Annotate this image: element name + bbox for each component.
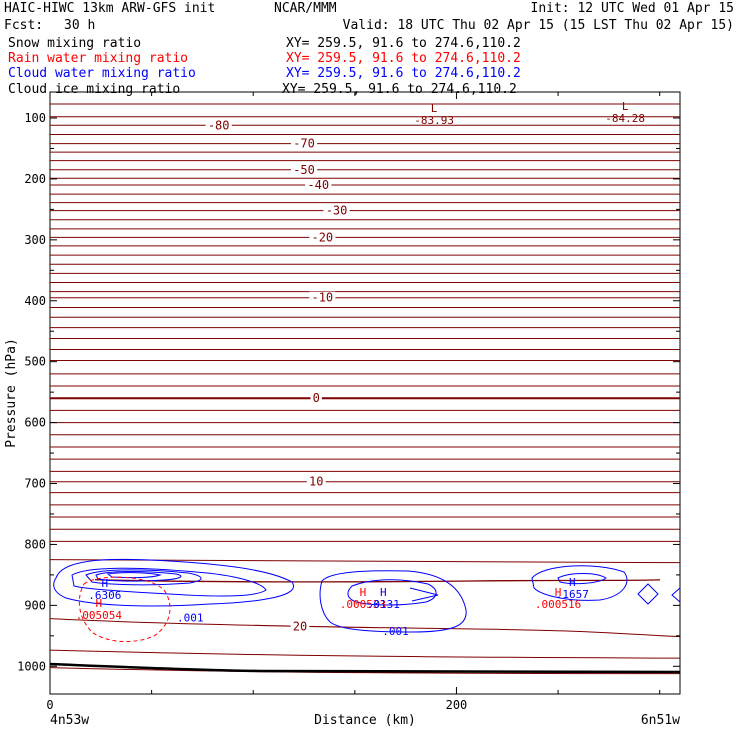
- plot-frame: [49, 91, 681, 695]
- temperature-label: 0: [313, 391, 320, 405]
- legend-rain-label: Rain water mixing ratio: [8, 51, 188, 66]
- extremum-mark: H: [380, 586, 387, 599]
- temperature-label-bg: [309, 231, 336, 244]
- temperature-label: -80: [208, 118, 230, 132]
- extremum-mark: H: [360, 586, 367, 599]
- cloud-water-contour: [409, 587, 439, 602]
- legend-rain-xy: XY= 259.5, 91.6 to 274.6,110.2: [286, 51, 521, 66]
- x-end-label: 6n51w: [641, 713, 680, 728]
- fcst-value: 30 h: [64, 18, 95, 33]
- cloud-water-contour: [106, 572, 162, 579]
- extremum-value: .1657: [556, 588, 589, 601]
- extremum-value: -83.93: [414, 114, 454, 127]
- cloud-water-contour: [53, 558, 295, 607]
- temperature-label-bg: [306, 475, 326, 488]
- contour-label: .001: [382, 625, 409, 638]
- temperature-label-bg: [305, 179, 332, 192]
- temperature-label: -50: [293, 163, 315, 177]
- y-tick-label: 400: [24, 294, 46, 308]
- cloud-water-contour: [71, 567, 267, 597]
- cloud-water-contour: [85, 569, 202, 586]
- legend: Snow mixing ratio XY= 259.5, 91.6 to 274…: [8, 36, 521, 97]
- temperature-label-bg: [309, 291, 336, 304]
- isotherm-line: [94, 579, 661, 583]
- y-tick-label: 300: [24, 233, 46, 247]
- cloud-water-contour: [671, 587, 681, 603]
- temperature-label-bg: [290, 620, 310, 633]
- temperature-label-bg: [205, 119, 232, 132]
- cloud-water-contour: [557, 573, 607, 585]
- temperature-label: -30: [326, 204, 348, 218]
- valid-time: Valid: 18 UTC Thu 02 Apr 15 (15 LST Thu …: [343, 18, 734, 33]
- extremum-mark: L: [622, 100, 629, 113]
- isotherm-line: [49, 649, 681, 659]
- isotherm-lines: [49, 103, 681, 675]
- init-time: Init: 12 UTC Wed 01 Apr 15: [531, 1, 735, 16]
- temperature-label: -20: [311, 230, 333, 244]
- extremum-value: .000516: [535, 598, 581, 611]
- temperature-label: 10: [309, 475, 323, 489]
- legend-cloudwater-label: Cloud water mixing ratio: [8, 66, 196, 81]
- legend-cloudice-label: Cloud ice mixing ratio: [8, 82, 180, 97]
- y-tick-label: 600: [24, 416, 46, 430]
- extremum-value: .0131: [367, 598, 400, 611]
- rain-water-contour: [78, 576, 171, 643]
- fcst-label: Fcst:: [4, 18, 43, 33]
- x-start-label: 4n53w: [50, 713, 89, 728]
- terrain-line: [49, 662, 681, 674]
- cloud-water-contours: [53, 558, 681, 633]
- y-tick-label: 200: [24, 172, 46, 186]
- temperature-label: 20: [293, 620, 307, 634]
- legend-cloudwater-xy: XY= 259.5, 91.6 to 274.6,110.2: [286, 66, 521, 81]
- legend-snow-label: Snow mixing ratio: [8, 36, 141, 51]
- extremum-value: -84.28: [605, 112, 645, 125]
- legend-cloudice-xy: XY= 259.5, 91.6 to 274.6,110.2: [282, 82, 517, 97]
- temperature-label-bg: [310, 392, 322, 405]
- extremum-mark: H: [555, 586, 562, 599]
- contour-labels: .001 .001: [177, 612, 409, 638]
- temperature-label: -70: [293, 137, 315, 151]
- contour-label: .001: [177, 612, 204, 625]
- extremum-mark: H: [95, 597, 102, 610]
- y-tick-label: 500: [24, 355, 46, 369]
- isotherm-line: [49, 618, 681, 638]
- temperature-labels: -80 -70 -50-40 -30 -20 -10 0 10 20: [205, 118, 350, 634]
- extremum-mark: L: [431, 102, 438, 115]
- legend-snow-xy: XY= 259.5, 91.6 to 274.6,110.2: [286, 36, 521, 51]
- extremum-value: .005054: [76, 609, 123, 622]
- y-tick-label: 1000: [17, 659, 46, 673]
- extremum-value: .6306: [88, 589, 121, 602]
- extremum-mark: H: [569, 576, 576, 589]
- temperature-label-bg: [290, 163, 318, 176]
- temperature-label-bg: [323, 204, 350, 217]
- temperature-label-bg: [290, 137, 318, 150]
- x-axis-label: Distance (km): [314, 713, 416, 728]
- y-tick-label: 100: [24, 111, 46, 125]
- cloud-water-contour: [531, 565, 628, 601]
- x-tick-label: 0: [46, 698, 53, 712]
- extremum-value: .000533: [340, 598, 386, 611]
- x-axis: 0 200: [46, 92, 661, 712]
- model-title: HAIC-HIWC 13km ARW-GFS init: [4, 1, 215, 16]
- temperature-label: -40: [307, 178, 329, 192]
- cloud-water-contour: [319, 570, 467, 633]
- temperature-label: -10: [311, 291, 333, 305]
- cloud-water-contour: [95, 571, 182, 582]
- org-title: NCAR/MMM: [274, 1, 337, 16]
- cloud-water-contour: [347, 579, 437, 606]
- y-tick-label: 700: [24, 477, 46, 491]
- extremum-mark: H: [102, 577, 109, 590]
- y-tick-label: 800: [24, 537, 46, 551]
- extrema-labels: L-83.93L-84.28H.6306H.005054H.000516H.16…: [76, 100, 645, 622]
- cloud-water-contour: [637, 583, 659, 605]
- y-axis-label: Pressure (hPa): [4, 338, 19, 448]
- rain-water-contours: [78, 576, 171, 643]
- y-tick-label: 900: [24, 598, 46, 612]
- x-tick-label: 200: [446, 698, 468, 712]
